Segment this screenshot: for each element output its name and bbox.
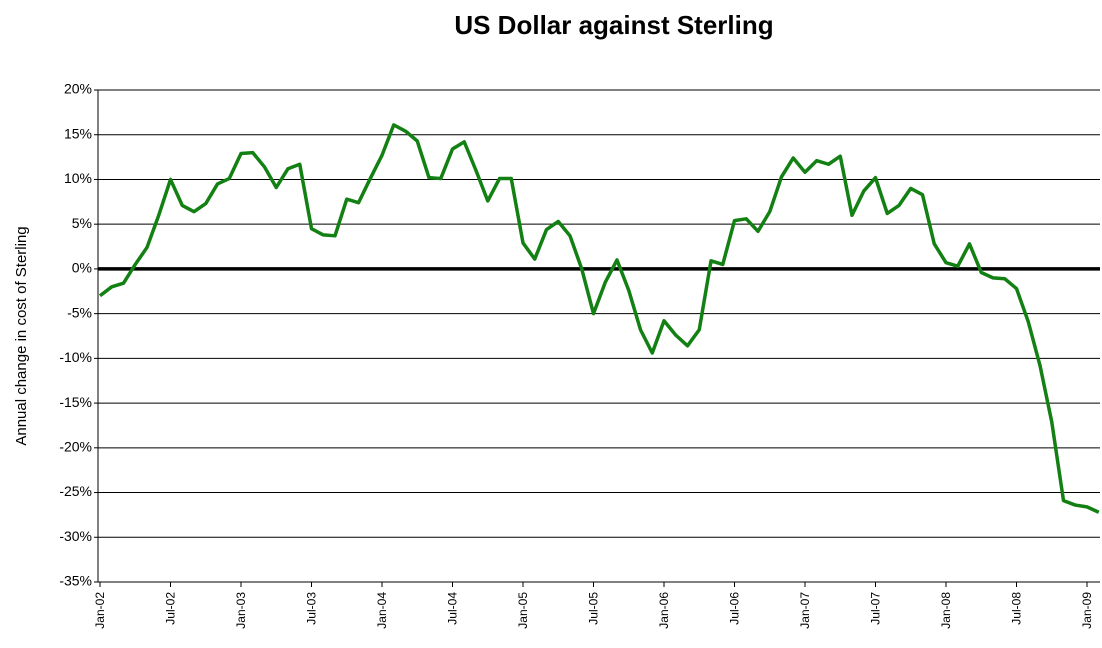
y-tick-label: -25%	[59, 483, 92, 499]
y-tick-label: 10%	[64, 170, 92, 186]
x-tick-label: Jul-04	[446, 592, 460, 625]
x-tick-label: Jan-05	[516, 592, 530, 629]
x-tick-label: Jan-09	[1080, 592, 1094, 629]
x-tick-label: Jan-04	[375, 592, 389, 629]
y-tick-label: -15%	[59, 394, 92, 410]
y-tick-label: 0%	[72, 260, 92, 276]
x-tick-label: Jan-07	[798, 592, 812, 629]
x-tick-label: Jul-03	[305, 592, 319, 625]
y-tick-label: -20%	[59, 439, 92, 455]
y-axis-label: Annual change in cost of Sterling	[13, 226, 30, 445]
x-tick-label: Jul-02	[164, 592, 178, 625]
x-tick-label: Jan-08	[939, 592, 953, 629]
y-tick-label: -5%	[67, 304, 92, 320]
x-tick-label: Jul-06	[728, 592, 742, 625]
x-tick-label: Jul-05	[587, 592, 601, 625]
y-tick-label: 15%	[64, 125, 92, 141]
y-tick-label: -10%	[59, 349, 92, 365]
x-tick-label: Jan-02	[93, 592, 107, 629]
x-tick-label: Jan-06	[657, 592, 671, 629]
y-tick-label: -35%	[59, 573, 92, 589]
x-tick-label: Jul-08	[1010, 592, 1024, 625]
x-tick-label: Jan-03	[234, 592, 248, 629]
x-tick-label: Jul-07	[869, 592, 883, 625]
chart-title: US Dollar against Sterling	[454, 10, 773, 40]
y-tick-label: -30%	[59, 528, 92, 544]
y-tick-label: 20%	[64, 81, 92, 97]
line-series	[98, 123, 1100, 514]
y-tick-label: 5%	[72, 215, 92, 231]
